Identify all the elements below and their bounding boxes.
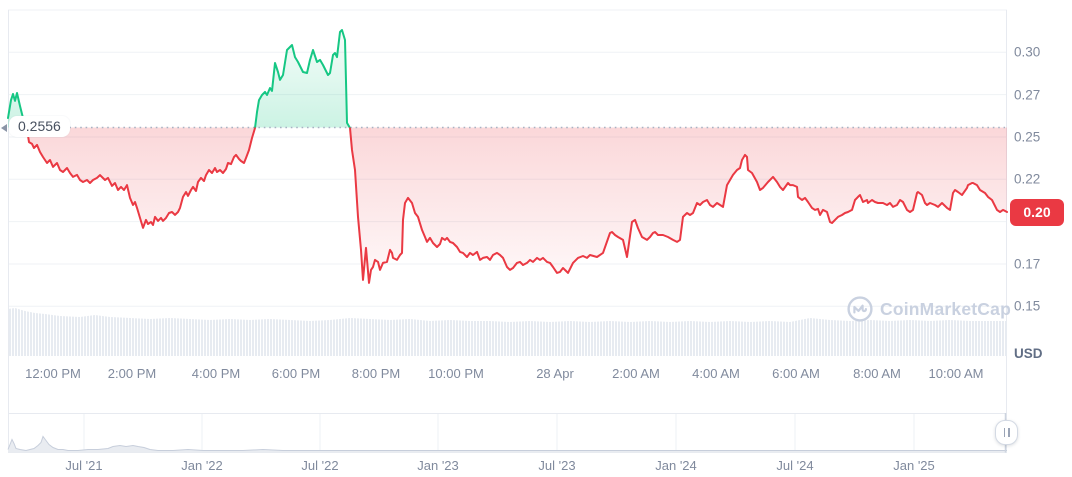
x-axis-label: 6:00 PM	[271, 366, 321, 381]
x-axis-label: 8:00 PM	[351, 366, 401, 381]
y-axis-label: 0.27	[1014, 87, 1041, 103]
navigator-date-label: Jul '24	[776, 458, 814, 473]
navigator-date-label: Jul '23	[538, 458, 576, 473]
navigator-handle[interactable]	[995, 420, 1018, 445]
coinmarketcap-logo-icon	[847, 296, 873, 322]
navigator-range-selector[interactable]	[8, 413, 1007, 453]
y-axis-label: 0.15	[1014, 298, 1041, 314]
x-axis-label: 4:00 AM	[692, 366, 740, 381]
navigator-date-label: Jul '21	[65, 458, 103, 473]
previous-close-label: 0.2556	[9, 116, 70, 137]
watermark-text: CoinMarketCap	[880, 298, 1011, 319]
x-axis-label: 6:00 AM	[772, 366, 820, 381]
x-axis-label: 2:00 PM	[107, 366, 157, 381]
coinmarketcap-watermark: CoinMarketCap	[846, 295, 1011, 323]
current-price-badge: 0.20	[1010, 198, 1064, 226]
navigator-date-label: Jan '25	[893, 458, 935, 473]
baseline-caret-icon	[1, 123, 7, 132]
x-axis-label: 10:00 AM	[928, 366, 984, 381]
y-axis-label: 0.25	[1014, 129, 1041, 145]
handle-grip-icon	[1008, 428, 1010, 437]
navigator-date-label: Jan '24	[655, 458, 697, 473]
x-axis-label: 12:00 PM	[25, 366, 81, 381]
y-axis-label: 0.30	[1014, 44, 1041, 60]
y-axis-label: 0.22	[1014, 171, 1041, 187]
currency-unit-label: USD	[1014, 346, 1043, 361]
navigator-date-label: Jan '22	[181, 458, 223, 473]
handle-grip-icon	[1003, 428, 1005, 437]
x-axis-label: 8:00 AM	[853, 366, 901, 381]
y-axis-label: 0.17	[1014, 256, 1041, 272]
x-axis-label: 4:00 PM	[191, 366, 241, 381]
x-axis-label: 2:00 AM	[612, 366, 660, 381]
navigator-date-label: Jan '23	[417, 458, 459, 473]
x-axis-label: 10:00 PM	[428, 366, 484, 381]
navigator-date-label: Jul '22	[301, 458, 339, 473]
x-axis-label: 28 Apr	[536, 366, 574, 381]
